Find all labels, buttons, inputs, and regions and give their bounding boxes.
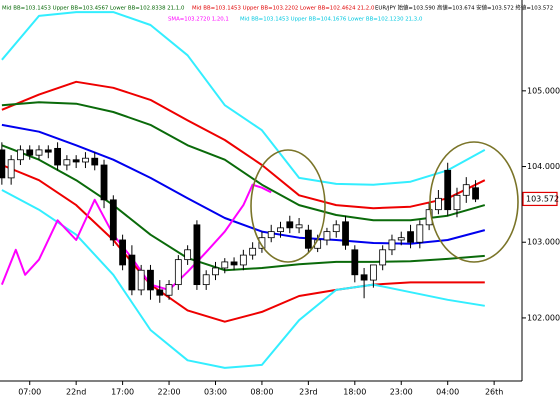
candle-body — [35, 149, 43, 156]
candle-body — [435, 197, 442, 211]
candle-body — [444, 169, 452, 211]
header-text: SMA=103.2720 1,20,1 — [168, 17, 229, 23]
x-tick-label: 22:00 — [158, 388, 181, 397]
candle-body — [156, 289, 164, 296]
candle-body — [221, 261, 229, 269]
candle-body — [397, 237, 405, 241]
candle-body — [239, 254, 247, 266]
candle-body — [230, 261, 238, 266]
candle-body — [388, 239, 396, 251]
candle-body — [137, 269, 145, 291]
x-tick-label: 07:00 — [18, 388, 41, 397]
candle-body — [267, 231, 275, 239]
header-text: Mid BB=103.1453 Upper BB=103.4567 Lower … — [2, 6, 185, 12]
header-text: Mid BB=103.1453 Upper BB=104.1676 Lower … — [240, 17, 423, 23]
candle-body — [360, 274, 368, 281]
candle-body — [249, 247, 257, 256]
candle-body — [351, 249, 359, 276]
candle-body — [82, 157, 89, 163]
plot-area — [0, 11, 486, 369]
candle-body — [44, 149, 52, 153]
y-tick-label: 103.000 — [527, 238, 560, 247]
indicator-line — [1, 164, 485, 323]
candle-body — [147, 269, 154, 291]
candle-body — [184, 249, 192, 261]
indicator-line — [1, 11, 486, 186]
indicator-line — [1, 101, 486, 222]
candle-body — [323, 231, 331, 241]
indicator-line — [1, 123, 486, 245]
y-tick-label: 104.000 — [527, 162, 560, 171]
last-price-label: 103.572 — [526, 194, 559, 203]
candle-body — [212, 267, 219, 276]
indicator-line — [1, 80, 486, 210]
candle-body — [119, 239, 127, 266]
x-tick-label: 17:00 — [111, 388, 134, 397]
x-tick-label: 04:00 — [436, 388, 459, 397]
candle-body — [72, 159, 80, 163]
y-tick-label: 102.000 — [527, 313, 560, 322]
x-tick-label: 26th — [485, 388, 503, 397]
candle-body — [332, 224, 340, 233]
candle-body — [379, 249, 387, 266]
candle-body — [462, 184, 470, 196]
candle-body — [100, 164, 108, 201]
candle-body — [17, 149, 24, 161]
x-tick-label: 23:00 — [390, 388, 413, 397]
x-tick-label: 22nd — [66, 388, 86, 397]
candle-body — [193, 224, 201, 286]
header-text: Mid BB=103.1453 Upper BB=103.2202 Lower … — [192, 6, 375, 12]
x-tick-label: 18:00 — [343, 388, 366, 397]
candle-body — [91, 157, 99, 166]
candle-body — [416, 224, 424, 243]
candle-body — [453, 194, 461, 211]
candle-body — [109, 199, 117, 241]
x-tick-label: 23rd — [299, 388, 317, 397]
candle-body — [342, 221, 349, 246]
x-tick-label: 08:00 — [250, 388, 273, 397]
highlight-ellipse — [250, 149, 326, 263]
candle-body — [369, 264, 377, 281]
candle-body — [295, 224, 303, 229]
y-tick-label: 105.000 — [527, 86, 560, 95]
candle-body — [63, 159, 71, 166]
x-tick-label: 03:00 — [204, 388, 227, 397]
candle-body — [472, 187, 479, 200]
candle-body — [407, 231, 414, 243]
candle-body — [26, 149, 34, 156]
candle-body — [277, 227, 284, 233]
candle-body — [7, 159, 15, 179]
highlight-ellipse — [429, 141, 519, 263]
candle-body — [128, 254, 136, 291]
candle-body — [165, 284, 173, 296]
candle-body — [258, 237, 266, 249]
candle-body — [54, 147, 61, 166]
last-price-box — [522, 191, 558, 207]
header-text: EUR/JPY 始値=103.590 高値=103.674 安値=103.572… — [375, 4, 553, 12]
candle-body — [174, 259, 182, 286]
indicator-line — [1, 189, 485, 369]
candle-body — [304, 229, 312, 249]
candle-body — [202, 274, 210, 286]
candle-body — [286, 221, 294, 229]
candle-body — [0, 149, 6, 179]
